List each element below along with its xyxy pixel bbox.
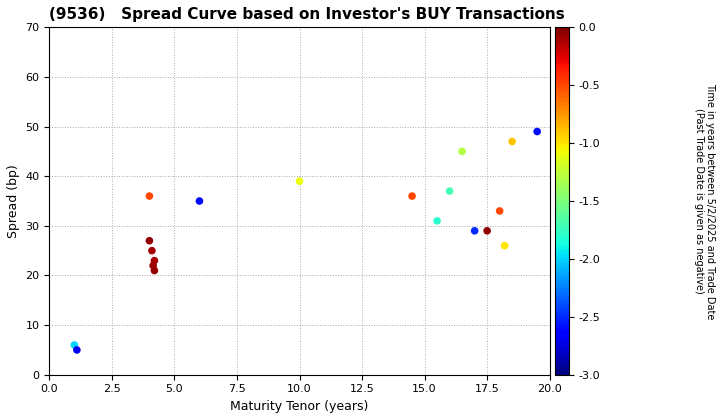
X-axis label: Maturity Tenor (years): Maturity Tenor (years)	[230, 400, 369, 413]
Point	[71, 346, 83, 353]
Point	[144, 237, 156, 244]
Point	[148, 257, 160, 264]
Point	[68, 341, 80, 348]
Point	[444, 188, 455, 194]
Y-axis label: Spread (bp): Spread (bp)	[7, 164, 20, 238]
Y-axis label: Time in years between 5/2/2025 and Trade Date
(Past Trade Date is given as negat: Time in years between 5/2/2025 and Trade…	[693, 83, 715, 319]
Point	[294, 178, 305, 184]
Point	[406, 193, 418, 199]
Text: (9536)   Spread Curve based on Investor's BUY Transactions: (9536) Spread Curve based on Investor's …	[50, 7, 565, 22]
Point	[499, 242, 510, 249]
Point	[531, 128, 543, 135]
Point	[144, 193, 156, 199]
Point	[148, 267, 160, 274]
Point	[456, 148, 468, 155]
Point	[494, 207, 505, 214]
Point	[146, 247, 158, 254]
Point	[194, 198, 205, 205]
Point	[431, 218, 443, 224]
Point	[469, 228, 480, 234]
Point	[482, 228, 493, 234]
Point	[148, 262, 159, 269]
Point	[506, 138, 518, 145]
